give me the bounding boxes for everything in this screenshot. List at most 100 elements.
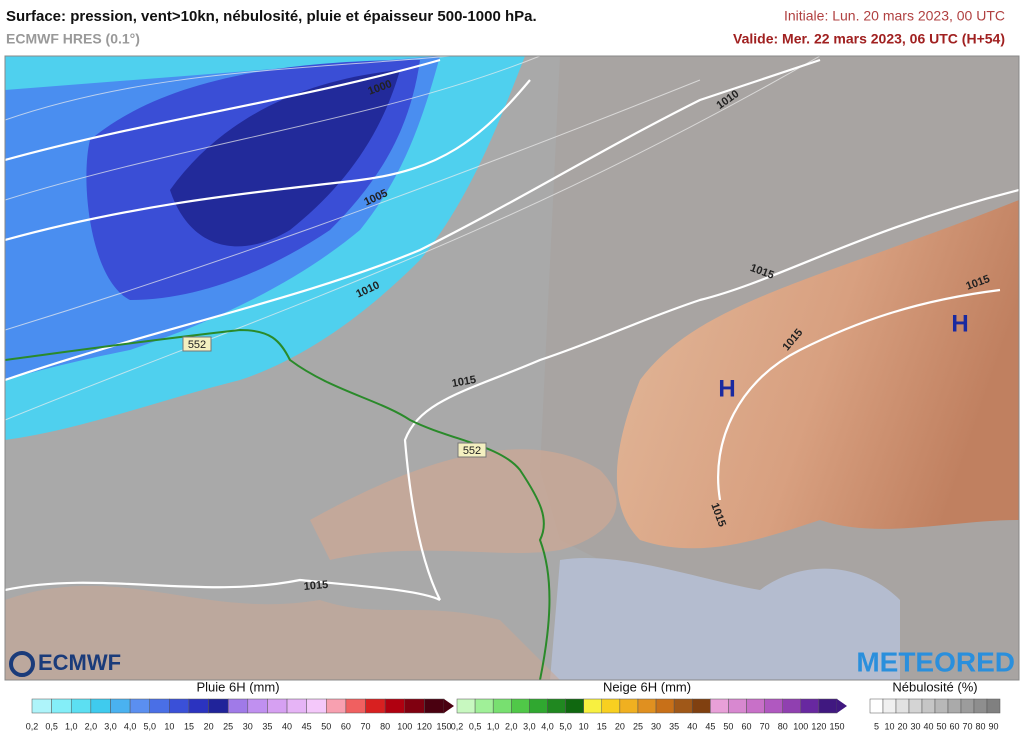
legend-label: 35 [669,721,679,731]
legend-title: Pluie 6H (mm) [196,679,279,694]
legend-swatch [345,698,366,714]
thickness-label-box [182,336,212,352]
legend-label: 10 [164,721,174,731]
legend-swatch [424,698,445,714]
legend-label: 150 [829,721,844,731]
pyrenees [5,585,560,680]
legend-swatch [70,698,92,714]
meteored-logo: METEORED [856,646,1015,677]
legend-swatch [619,698,639,714]
legend-label: 2,0 [505,721,518,731]
legend-label: 60 [341,721,351,731]
legend-swatch [746,698,765,714]
legend-swatch [947,698,962,714]
isobar [5,79,531,242]
relief [310,449,617,560]
legend-label: 5,0 [143,721,156,731]
legend-label: 60 [742,721,752,731]
legend-label: 4,0 [541,721,554,731]
legend-label: 100 [793,721,808,731]
legend-title: Nébulosité (%) [892,679,977,694]
legend-label: 120 [417,721,432,731]
legend-swatch [728,698,747,714]
legend-swatch [601,698,621,714]
legend-swatch [90,698,111,714]
legend-label: 15 [597,721,607,731]
isobar-label: 1015 [451,374,477,390]
legend-swatch [169,698,190,714]
legend-label: 10 [884,721,894,731]
legend-label: 4,0 [124,721,137,731]
map-title: Surface: pression, vent>10kn, nébulosité… [6,8,537,25]
legend-label: 80 [975,721,985,731]
legend-label: 50 [936,721,946,731]
legend-label: 45 [705,721,715,731]
rain-very-heavy [170,70,400,247]
legend-swatch [384,698,406,714]
legend-swatch [637,698,657,714]
legend-swatch [208,698,229,714]
legend-label: 10 [579,721,589,731]
legend-arrow [837,699,847,713]
legend-swatch [404,698,425,714]
legend-swatch [547,698,566,714]
isobar [403,188,1019,601]
thickness-label-box [457,442,487,458]
legend-label: 3,0 [523,721,536,731]
legend-label: 20 [615,721,625,731]
legend-swatch [227,698,249,714]
legend-swatch [149,698,170,714]
legend-swatch [286,698,307,714]
legend-label: 30 [243,721,253,731]
map-frame [4,55,1020,681]
legend-label: 40 [687,721,697,731]
legend-label: 15 [184,721,194,731]
legend-swatch [764,698,783,714]
legend-swatch [869,698,884,714]
legend-swatch [895,698,910,714]
valid-time: Valide: Mer. 22 mars 2023, 06 UTC (H+54) [733,31,1005,47]
legend-label: 70 [760,721,770,731]
legend-label: 150 [436,721,451,731]
isobar [5,578,441,601]
legend-label: 30 [651,721,661,731]
legend-label: 120 [811,721,826,731]
legend-label: 0,5 [45,721,58,731]
thickness-label: 552 [188,339,206,351]
legend-swatch [492,698,512,714]
legend-swatch [934,698,949,714]
legend-label: 30 [910,721,920,731]
legend-label: 90 [988,721,998,731]
legend-swatch [960,698,975,714]
legend-swatch [583,698,603,714]
legend-swatch [818,698,838,714]
legend-label: 20 [204,721,214,731]
legend-label: 1,0 [65,721,78,731]
high-pressure: H [951,310,968,337]
legend-swatch [306,698,327,714]
legend-swatch [655,698,675,714]
isobar [717,288,1001,501]
legend-label: 25 [633,721,643,731]
legend-label: 5,0 [559,721,572,731]
legend-swatch [474,698,494,714]
legend-swatch [908,698,923,714]
model-name: ECMWF HRES (0.1°) [6,31,140,47]
legend-swatch [51,698,72,714]
legend-label: 50 [321,721,331,731]
legend-label: 5 [874,721,879,731]
legend-label: 80 [380,721,390,731]
legend-swatch [986,698,1001,714]
legend-swatch [673,698,693,714]
isobar [5,58,821,382]
legend-label: 70 [962,721,972,731]
mediterranean-sea [550,557,900,680]
legend-swatch [267,698,288,714]
legend-label: 40 [923,721,933,731]
legend-label: 60 [949,721,959,731]
legend-swatch [365,698,386,714]
thickness-label: 552 [463,445,481,457]
legend-label: 45 [302,721,312,731]
alps-relief [616,200,1019,549]
isobar-label: 1015 [303,579,328,593]
